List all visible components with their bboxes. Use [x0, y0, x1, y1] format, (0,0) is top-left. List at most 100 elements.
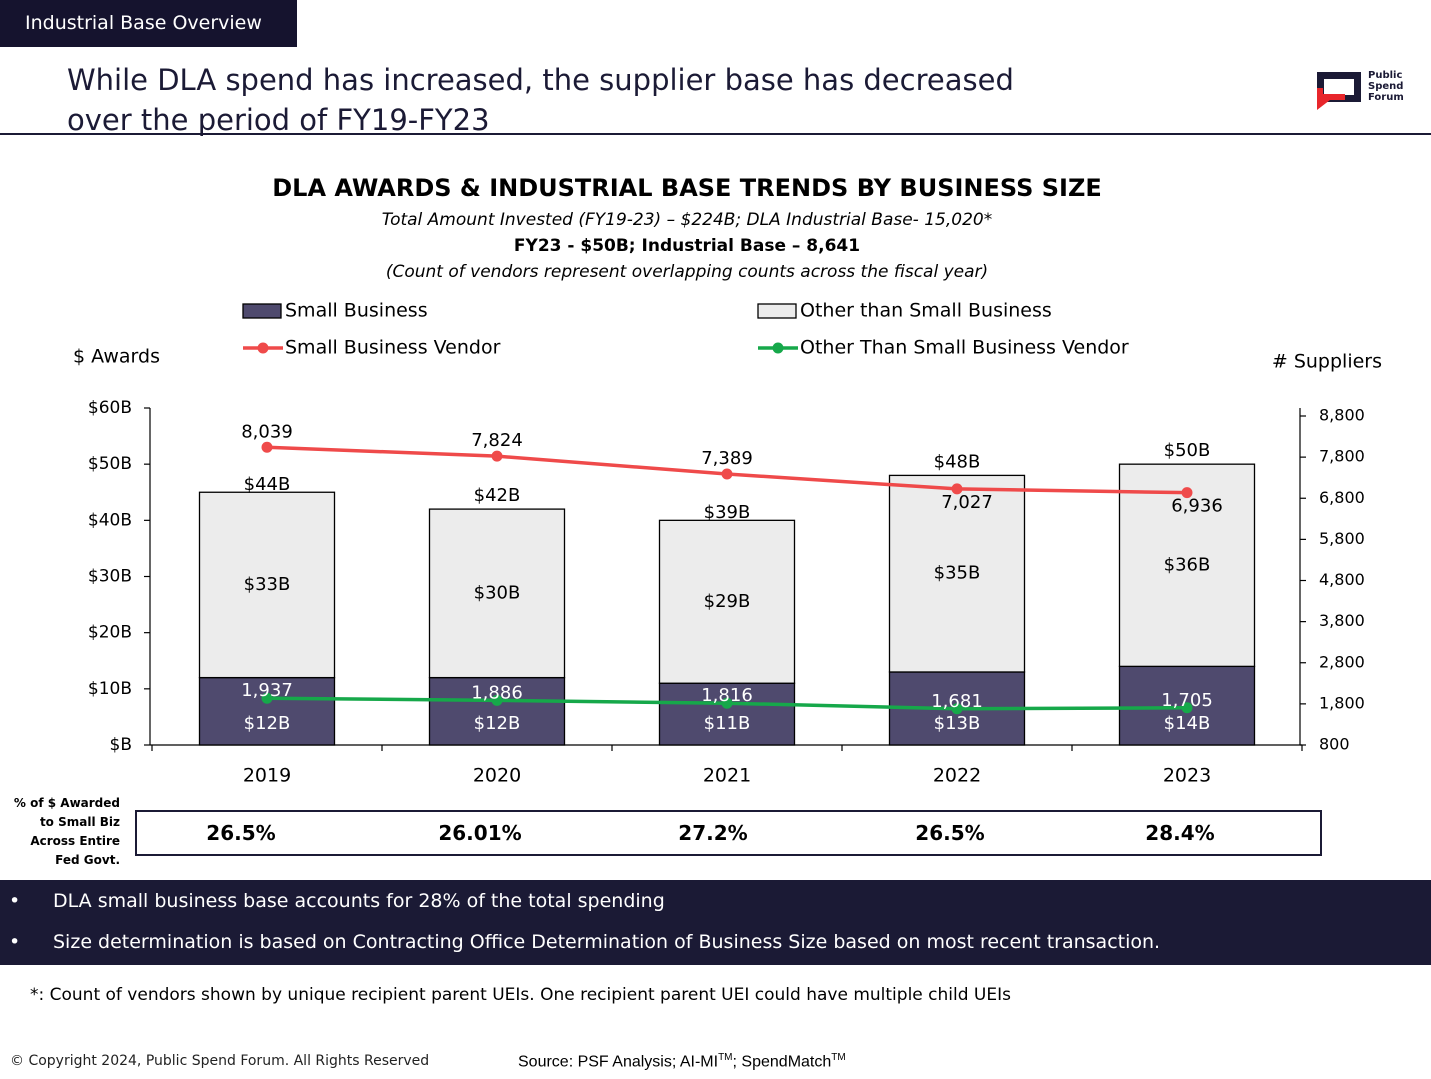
total-label: $44B	[244, 474, 291, 495]
line-value-label: 1,937	[241, 680, 293, 701]
line-value-label: 1,681	[931, 691, 983, 712]
logo-text: Public Spend Forum	[1368, 70, 1404, 103]
chart-subtitle: (Count of vendors represent overlapping …	[386, 262, 988, 282]
legend-swatch	[257, 342, 269, 354]
bar-value-label: $30B	[474, 582, 521, 603]
y2-tick-label: 4,800	[1319, 570, 1365, 589]
bar-value-label: $11B	[704, 713, 751, 734]
legend-label: Small Business	[285, 300, 428, 322]
bar-segment	[658, 682, 796, 746]
line-value-label: 1,705	[1161, 690, 1213, 711]
source-text: Source: PSF Analysis; AI-MI	[518, 1053, 719, 1071]
chart-subtitle: FY23 - $50B; Industrial Base – 8,641	[514, 236, 860, 256]
y2-tick-label: 8,800	[1319, 406, 1365, 425]
y-tick-label: $50B	[88, 454, 132, 474]
footnote: *: Count of vendors shown by unique reci…	[30, 985, 1011, 1005]
x-tick-label: 2019	[243, 765, 291, 787]
line-point	[951, 483, 963, 495]
share-value: 26.5%	[915, 821, 985, 845]
line-point	[1181, 487, 1193, 499]
share-value: 26.5%	[206, 821, 276, 845]
section-tag: Industrial Base Overview	[0, 0, 297, 47]
y-tick-label: $B	[110, 735, 132, 755]
x-tick-label: 2021	[703, 765, 751, 787]
bullet-band: • DLA small business base accounts for 28…	[0, 880, 1431, 965]
share-value: 26.01%	[438, 821, 522, 845]
share-row: 26.5% 26.01% 27.2% 26.5% 28.4%	[135, 810, 1322, 856]
line-value-label: 7,824	[471, 430, 523, 451]
line-value-label: 6,936	[1171, 496, 1223, 517]
trademark: TM	[831, 1052, 846, 1063]
y2-tick-label: 5,800	[1319, 529, 1365, 548]
source-text: ; SpendMatch	[732, 1053, 832, 1071]
y-tick-label: $60B	[88, 398, 132, 418]
slide-title: While DLA spend has increased, the suppl…	[67, 63, 1014, 137]
y2-tick-label: 7,800	[1319, 447, 1365, 466]
line-point	[261, 441, 273, 453]
bar-value-label: $14B	[1164, 713, 1211, 734]
bar-segment	[888, 474, 1026, 673]
y2-tick-label: 6,800	[1319, 488, 1365, 507]
line-value-label: 8,039	[241, 421, 293, 442]
y2-tick-label: 800	[1319, 735, 1350, 754]
chart-title: DLA AWARDS & INDUSTRIAL BASE TRENDS BY B…	[272, 174, 1102, 202]
bar-value-label: $12B	[244, 713, 291, 734]
total-label: $42B	[474, 485, 521, 506]
bar-value-label: $36B	[1164, 554, 1211, 575]
legend-label: Small Business Vendor	[285, 337, 501, 359]
line-point	[491, 694, 503, 706]
bar-value-label: $29B	[704, 591, 751, 612]
line-point	[951, 703, 963, 715]
bar-segment	[428, 508, 566, 679]
y-tick-label: $30B	[88, 567, 132, 587]
y-axis-label: $ Awards	[73, 346, 160, 368]
line-point	[1181, 702, 1193, 714]
y2-axis-label: # Suppliers	[1272, 351, 1382, 373]
trademark: TM	[718, 1052, 733, 1063]
y-tick-label: $40B	[88, 510, 132, 530]
x-tick-label: 2020	[473, 765, 521, 787]
legend-swatch	[242, 303, 282, 319]
y2-tick-label: 2,800	[1319, 652, 1365, 671]
y2-tick-label: 1,800	[1319, 693, 1365, 712]
legend-label: Other than Small Business	[800, 300, 1052, 322]
y2-tick-label: 3,800	[1319, 611, 1365, 630]
total-label: $48B	[934, 451, 981, 472]
line-point	[491, 450, 503, 462]
bar-segment	[428, 676, 566, 746]
y-tick-label: $20B	[88, 623, 132, 643]
legend-swatch	[757, 303, 797, 319]
line-value-label: 1,816	[701, 685, 753, 706]
chart: DLA AWARDS & INDUSTRIAL BASE TRENDS BY B…	[73, 72, 1382, 787]
bar-segment	[198, 491, 336, 679]
bar-segment	[198, 676, 336, 746]
legend-swatch	[772, 342, 784, 354]
y-tick-label: $10B	[88, 679, 132, 699]
total-label: $39B	[704, 502, 751, 523]
logo-icon	[1317, 72, 1361, 110]
source: Source: PSF Analysis; AI-MITM; SpendMatc…	[518, 1052, 846, 1071]
line-value-label: 7,027	[941, 492, 993, 513]
x-tick-label: 2023	[1163, 765, 1211, 787]
bullet-text: DLA small business base accounts for 28%…	[53, 890, 665, 912]
title-rule	[0, 133, 1431, 135]
bar-value-label: $13B	[934, 713, 981, 734]
bar-value-label: $35B	[934, 563, 981, 584]
bullet-text: Size determination is based on Contracti…	[53, 931, 1161, 953]
line-point	[721, 468, 733, 480]
line-value-label: 1,886	[471, 682, 523, 703]
line-value-label: 7,389	[701, 448, 753, 469]
bar-value-label: $12B	[474, 713, 521, 734]
legend-label: Other Than Small Business Vendor	[800, 337, 1129, 359]
line-point	[261, 692, 273, 704]
bullet: • Size determination is based on Contract…	[9, 931, 1161, 953]
share-label: % of $ Awarded to Small Biz Across Entir…	[13, 796, 120, 867]
chart-subtitle: Total Amount Invested (FY19-23) – $224B;…	[382, 210, 992, 230]
share-value: 27.2%	[678, 821, 748, 845]
line-point	[721, 697, 733, 709]
bar-value-label: $33B	[244, 574, 291, 595]
share-value: 28.4%	[1145, 821, 1215, 845]
bullet: • DLA small business base accounts for 28…	[9, 890, 665, 912]
total-label: $50B	[1164, 440, 1211, 461]
